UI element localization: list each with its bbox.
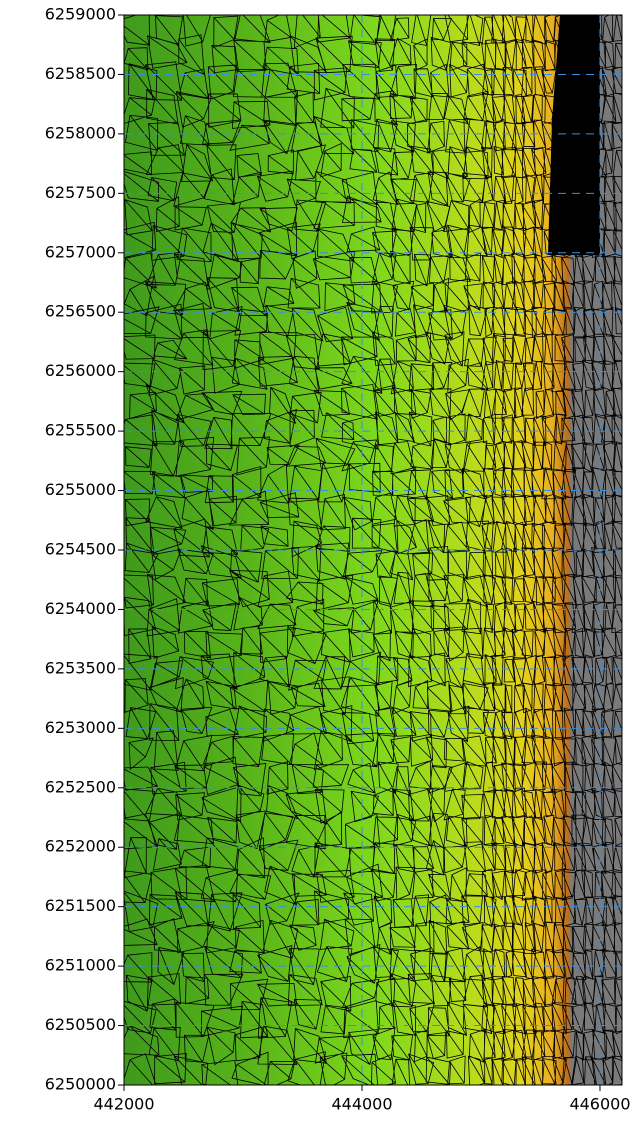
y-tick-label: 6253000	[45, 718, 116, 737]
y-tick-label: 6258000	[45, 123, 116, 142]
y-tick-label: 6259000	[45, 5, 116, 24]
y-tick-label: 6256500	[45, 302, 116, 321]
y-tick-label: 6257500	[45, 183, 116, 202]
dark-region	[548, 15, 600, 255]
y-tick-label: 6256000	[45, 361, 116, 380]
x-tick-label: 444000	[331, 1095, 392, 1114]
y-tick-label: 6250000	[45, 1075, 116, 1094]
y-tick-label: 6255500	[45, 421, 116, 440]
y-tick-label: 6252500	[45, 777, 116, 796]
y-tick-label: 6251500	[45, 896, 116, 915]
y-tick-label: 6250500	[45, 1015, 116, 1034]
y-tick-label: 6252000	[45, 837, 116, 856]
y-tick-label: 6254500	[45, 540, 116, 559]
y-tick-label: 6255000	[45, 480, 116, 499]
y-tick-label: 6258500	[45, 64, 116, 83]
plot-area	[124, 15, 622, 1085]
y-tick-label: 6254000	[45, 599, 116, 618]
mesh	[124, 15, 622, 1085]
x-tick-label: 446000	[569, 1095, 630, 1114]
y-tick-label: 6257000	[45, 242, 116, 261]
y-tick-label: 6251000	[45, 956, 116, 975]
y-tick-label: 6253500	[45, 658, 116, 677]
x-tick-label: 442000	[93, 1095, 154, 1114]
